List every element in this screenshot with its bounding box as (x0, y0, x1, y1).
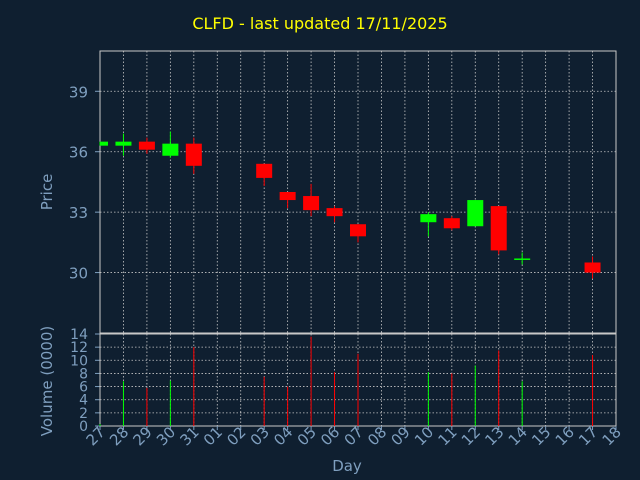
x-tick-label: 11 (434, 423, 460, 449)
x-tick-label: 05 (294, 423, 320, 449)
x-tick-label: 15 (528, 423, 554, 449)
candle-14 (514, 252, 531, 265)
x-tick-label: 06 (317, 423, 343, 449)
price-tick-label: 30 (69, 265, 88, 283)
candle-29 (138, 137, 155, 154)
candle-body (514, 258, 531, 260)
candle-28 (115, 133, 132, 156)
price-tick-label: 39 (69, 83, 88, 101)
candle-body (303, 196, 320, 211)
x-tick-label: 29 (130, 423, 156, 449)
candle-12 (467, 200, 484, 227)
candle-03 (256, 163, 273, 186)
candle-10 (420, 212, 437, 237)
candle-05 (303, 183, 320, 217)
volume-axis-title: Volume (0000) (38, 326, 56, 436)
volume-tick-label: 12 (70, 340, 88, 356)
x-tick-labels: 2728293031010203040506070809101112131415… (83, 423, 625, 449)
x-tick-label: 28 (106, 423, 132, 449)
candle-body (138, 141, 155, 150)
x-tick-label: 30 (153, 423, 179, 449)
volume-tick-label: 2 (79, 406, 88, 422)
volume-tick-label: 14 (70, 327, 88, 343)
candle-31 (185, 137, 202, 174)
candle-06 (326, 206, 343, 223)
candle-body (100, 141, 108, 146)
x-tick-label: 10 (411, 423, 437, 449)
price-axis-title: Price (38, 174, 56, 211)
candle-body (350, 224, 366, 237)
candle-body (185, 143, 202, 166)
candle-body (443, 218, 460, 229)
candle-body (420, 214, 437, 223)
x-tick-label: 17 (575, 423, 601, 449)
volume-tick-label: 0 (79, 419, 88, 435)
x-axis-title: Day (332, 457, 362, 475)
candle-27 (99, 141, 108, 146)
x-tick-label: 03 (247, 423, 273, 449)
volume-tick-label: 6 (79, 380, 88, 396)
candle-body (467, 200, 484, 227)
candle-body (584, 262, 601, 273)
price-tick-label: 33 (69, 204, 88, 222)
x-tick-label: 04 (270, 423, 296, 449)
candle-body (279, 192, 296, 201)
price-panel-frame (99, 50, 617, 334)
price-panel: 30 33 36 39 (69, 50, 617, 334)
candle-body (326, 208, 343, 217)
x-tick-label: 08 (364, 423, 390, 449)
x-tick-label: 02 (223, 423, 249, 449)
candle-body (115, 141, 132, 146)
candle-body (162, 143, 179, 156)
candle-17 (584, 256, 601, 279)
candle-07 (350, 224, 366, 243)
x-tick-label: 31 (176, 423, 202, 449)
volume-tick-label: 4 (79, 393, 88, 409)
candle-body (490, 206, 507, 251)
x-tick-label: 01 (200, 423, 226, 449)
x-tick-label: 14 (505, 423, 531, 449)
x-tick-label: 16 (552, 423, 578, 449)
x-tick-label: 09 (388, 423, 414, 449)
x-tick-label: 13 (481, 423, 507, 449)
candle-30 (162, 131, 179, 158)
price-tick-label: 36 (69, 144, 88, 162)
candle-13 (490, 206, 507, 255)
chart-title: CLFD - last updated 17/11/2025 (192, 14, 448, 33)
volume-tick-label: 10 (70, 353, 88, 369)
x-tick-label: 07 (341, 423, 367, 449)
x-tick-label: 18 (599, 423, 625, 449)
candle-11 (443, 216, 460, 231)
candle-04 (279, 192, 296, 209)
volume-tick-label: 8 (79, 366, 88, 382)
candle-body (256, 163, 273, 178)
x-tick-label: 12 (458, 423, 484, 449)
